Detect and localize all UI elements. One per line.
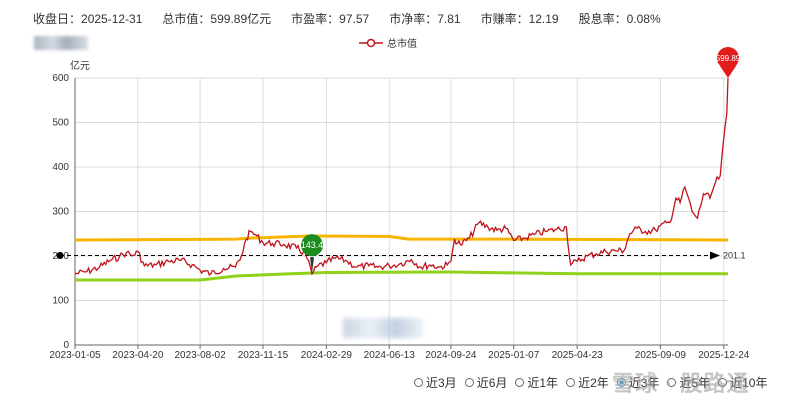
range-option[interactable]: 近6月 bbox=[464, 374, 508, 391]
stat-label: 市盈率： bbox=[291, 12, 340, 26]
stat-label: 市净率： bbox=[389, 12, 438, 26]
stat-item: 收盘日：2025-12-31 bbox=[33, 10, 142, 27]
y-tick-label: 0 bbox=[63, 340, 69, 351]
x-tick-label: 2025-04-23 bbox=[552, 350, 604, 361]
stat-value: 97.57 bbox=[339, 12, 370, 26]
x-tick-label: 2023-11-15 bbox=[238, 350, 289, 361]
radio-icon[interactable] bbox=[718, 378, 728, 387]
marker-bubble bbox=[717, 47, 739, 70]
stat-value: 7.81 bbox=[437, 12, 461, 26]
stat-item: 总市值：599.89亿元 bbox=[162, 10, 271, 27]
y-axis-unit: 亿元 bbox=[70, 61, 90, 72]
stat-value: 2025-12-31 bbox=[81, 12, 143, 26]
x-tick-label: 2025-09-09 bbox=[635, 350, 687, 361]
range-option-label: 近5年 bbox=[679, 376, 711, 390]
stats-bar: 收盘日：2025-12-31 总市值：599.89亿元 市盈率：97.57 市净率：7… bbox=[33, 10, 681, 27]
range-option-label: 近1年 bbox=[527, 376, 559, 390]
marker-bubble bbox=[301, 234, 324, 257]
marker-pin bbox=[720, 66, 736, 79]
x-tick-label: 2024-02-29 bbox=[301, 350, 353, 361]
x-tick-label: 2024-09-24 bbox=[425, 350, 477, 361]
x-tick-label: 2025-12-24 bbox=[698, 350, 750, 361]
stat-label: 总市值： bbox=[162, 12, 211, 26]
x-tick-label: 2023-08-02 bbox=[175, 350, 227, 361]
range-option[interactable]: 近5年 bbox=[667, 374, 710, 391]
radio-icon[interactable] bbox=[414, 378, 423, 387]
stat-value: 0.08% bbox=[626, 12, 661, 26]
legend-label: 总市值 bbox=[387, 39, 417, 50]
radio-icon[interactable] bbox=[667, 378, 677, 387]
stat-label: 收盘日： bbox=[33, 12, 82, 26]
stat-label: 股息率： bbox=[578, 12, 627, 26]
stat-item: 市盈率：97.57 bbox=[291, 10, 369, 27]
range-option-label: 近3月 bbox=[426, 376, 457, 390]
reference-label: 201.1 bbox=[723, 251, 746, 261]
range-option[interactable]: 近10年 bbox=[718, 374, 767, 391]
range-option[interactable]: 近1年 bbox=[515, 374, 558, 391]
stat-value: 12.19 bbox=[528, 12, 559, 26]
radio-icon[interactable] bbox=[464, 378, 474, 387]
radio-icon[interactable] bbox=[515, 378, 525, 387]
marker-label: 599.89 bbox=[716, 54, 741, 63]
y-tick-label: 300 bbox=[52, 207, 69, 218]
stat-value: 599.89亿元 bbox=[210, 12, 272, 26]
chart-legend[interactable]: 总市值 bbox=[359, 35, 417, 50]
watermark-text: 雪球 · 股路通 bbox=[612, 371, 750, 396]
y-tick-label: 100 bbox=[52, 296, 69, 307]
range-selector[interactable]: 近3月 近6月 近1年 近2年 近3年 近5年 近10年 bbox=[414, 374, 775, 391]
y-tick-label: 600 bbox=[52, 73, 69, 84]
stat-item: 股息率：0.08% bbox=[579, 10, 661, 27]
y-tick-label: 400 bbox=[52, 162, 69, 173]
range-option-label: 近3年 bbox=[628, 376, 660, 390]
radio-icon[interactable] bbox=[616, 378, 626, 387]
range-option[interactable]: 近3月 bbox=[414, 374, 457, 391]
radio-icon[interactable] bbox=[566, 378, 576, 387]
reference-start-dot bbox=[56, 252, 64, 260]
range-option-label: 近6月 bbox=[476, 376, 508, 390]
stat-item: 市赚率：12.19 bbox=[481, 10, 559, 27]
y-tick-label: 500 bbox=[52, 118, 69, 129]
lower-band-line bbox=[75, 270, 728, 282]
x-tick-label: 2023-01-05 bbox=[49, 350, 101, 361]
x-tick-label: 2025-01-07 bbox=[488, 350, 540, 361]
marker-pin bbox=[310, 257, 315, 274]
range-option[interactable]: 近3年 bbox=[616, 374, 660, 391]
stat-label: 市赚率： bbox=[480, 12, 529, 26]
range-option[interactable]: 近2年 bbox=[566, 374, 609, 391]
blurred-watermark bbox=[343, 318, 423, 338]
x-tick-label: 2024-06-13 bbox=[364, 350, 416, 361]
stat-item: 市净率：7.81 bbox=[389, 10, 460, 27]
legend-line-icon bbox=[359, 38, 383, 47]
market-cap-line bbox=[74, 77, 729, 277]
reference-arrow bbox=[710, 251, 720, 260]
marker-label: 143.4 bbox=[301, 240, 324, 250]
range-option-label: 近10年 bbox=[730, 376, 768, 390]
blurred-logo bbox=[34, 36, 88, 50]
upper-band-line bbox=[74, 234, 729, 242]
range-option-label: 近2年 bbox=[578, 376, 609, 390]
x-tick-label: 2023-04-20 bbox=[112, 350, 164, 361]
